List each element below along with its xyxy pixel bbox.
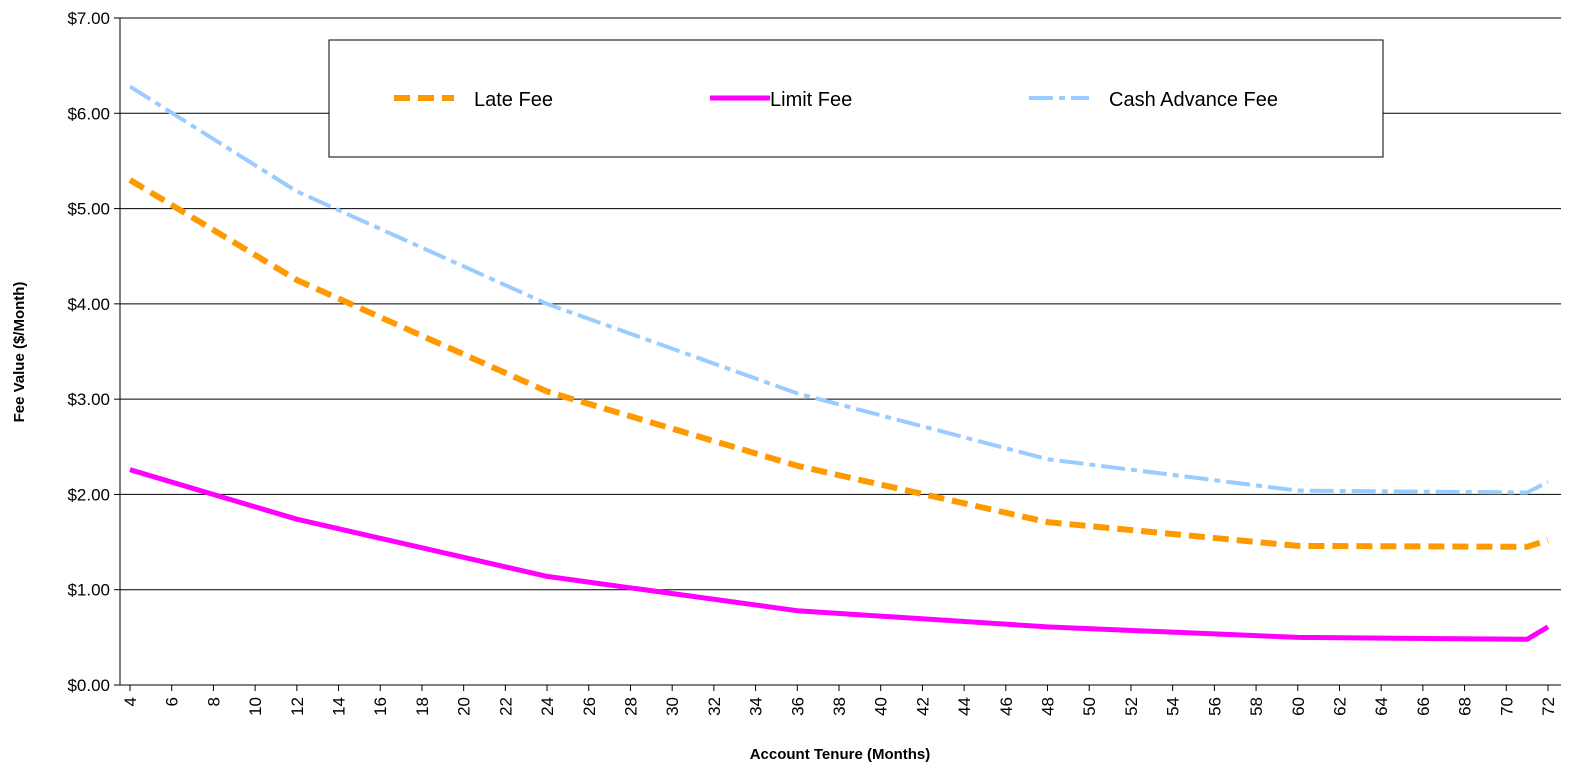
x-tick-label: 54 bbox=[1164, 697, 1183, 716]
x-tick-label: 4 bbox=[121, 697, 140, 706]
series-lines bbox=[128, 84, 1550, 642]
x-tick-label: 12 bbox=[288, 697, 307, 716]
x-tick-label: 50 bbox=[1080, 697, 1099, 716]
x-tick-label: 28 bbox=[621, 697, 640, 716]
legend: Late Fee Limit Fee Cash Advance Fee bbox=[328, 39, 1384, 158]
legend-label: Late Fee bbox=[474, 89, 553, 111]
series-line-late-fee bbox=[128, 177, 1549, 550]
x-tick-label: 52 bbox=[1122, 697, 1141, 716]
x-tick-label: 46 bbox=[997, 697, 1016, 716]
x-tick-label: 18 bbox=[413, 697, 432, 716]
y-tick-label: $5.00 bbox=[67, 200, 110, 219]
y-tick-label: $6.00 bbox=[67, 104, 110, 123]
x-tick-label: 68 bbox=[1456, 697, 1475, 716]
x-tick-label: 38 bbox=[830, 697, 849, 716]
legend-label: Cash Advance Fee bbox=[1109, 89, 1278, 111]
x-tick-label: 42 bbox=[913, 697, 932, 716]
x-tick-label: 6 bbox=[163, 697, 182, 706]
y-tick-label: $4.00 bbox=[67, 295, 110, 314]
x-tick-label: 14 bbox=[330, 697, 349, 716]
x-tick-label: 66 bbox=[1414, 697, 1433, 716]
y-tick-label: $3.00 bbox=[67, 390, 110, 409]
x-tick-label: 62 bbox=[1330, 697, 1349, 716]
x-tick-label: 24 bbox=[538, 697, 557, 716]
x-tick-label: 70 bbox=[1497, 697, 1516, 716]
y-tick-label: $0.00 bbox=[67, 676, 110, 695]
y-axis-title: Fee Value ($/Month) bbox=[11, 282, 28, 423]
x-tick-label: 44 bbox=[955, 697, 974, 716]
x-tick-label: 58 bbox=[1247, 697, 1266, 716]
y-tick-label: $2.00 bbox=[67, 485, 110, 504]
y-axis-ticks: $0.00 $1.00 $2.00 $3.00 $4.00 $5.00 $6.00 $7.00 bbox=[67, 9, 120, 695]
x-tick-label: 30 bbox=[663, 697, 682, 716]
x-tick-label: 60 bbox=[1289, 697, 1308, 716]
legend-box bbox=[328, 39, 1384, 158]
x-tick-label: 64 bbox=[1372, 697, 1391, 716]
x-axis-title: Account Tenure (Months) bbox=[750, 746, 931, 763]
y-tick-label: $1.00 bbox=[67, 581, 110, 600]
x-tick-label: 72 bbox=[1539, 697, 1558, 716]
x-tick-label: 32 bbox=[705, 697, 724, 716]
x-tick-label: 36 bbox=[788, 697, 807, 716]
x-axis-ticks: 4 6 8 10 12 14 16 18 20 22 24 26 28 30 32 34 36 38 40 42 44 4… bbox=[121, 685, 1558, 716]
y-tick-label: $7.00 bbox=[67, 9, 110, 28]
legend-label: Limit Fee bbox=[770, 89, 852, 111]
x-tick-label: 8 bbox=[204, 697, 223, 706]
x-tick-label: 22 bbox=[496, 697, 515, 716]
x-tick-label: 26 bbox=[580, 697, 599, 716]
series-line-cash-advance-fee bbox=[128, 84, 1549, 495]
series-line-limit-fee bbox=[129, 467, 1550, 642]
x-tick-label: 20 bbox=[455, 697, 474, 716]
x-tick-label: 56 bbox=[1205, 697, 1224, 716]
x-tick-label: 48 bbox=[1039, 697, 1058, 716]
x-tick-label: 10 bbox=[246, 697, 265, 716]
x-tick-label: 34 bbox=[747, 697, 766, 716]
x-tick-label: 40 bbox=[872, 697, 891, 716]
x-tick-label: 16 bbox=[371, 697, 390, 716]
